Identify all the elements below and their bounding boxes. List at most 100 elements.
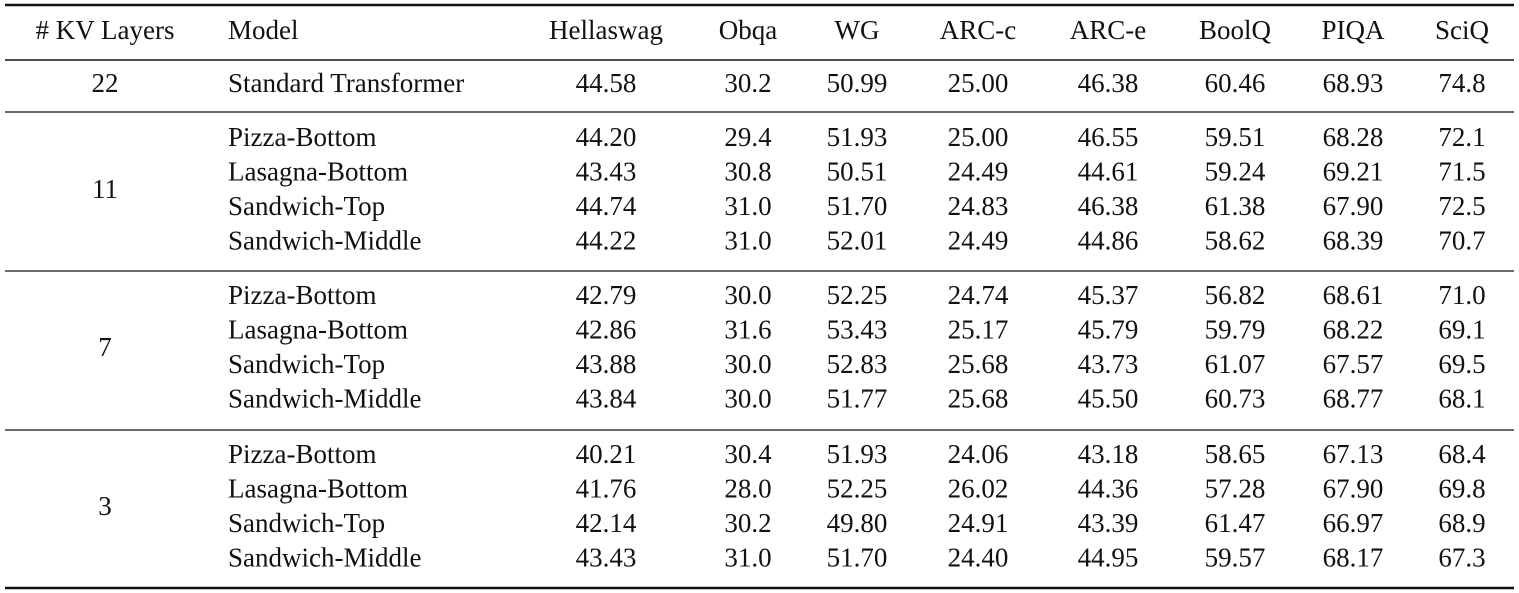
score-cell: 69.1 [1438,315,1485,345]
score-cell: 42.79 [576,280,637,310]
score-cell: 67.57 [1323,349,1384,379]
score-cell: 43.43 [576,157,637,187]
score-cell: 61.38 [1205,191,1266,221]
kv-layers-cell: 22 [92,68,119,98]
score-cell: 24.83 [948,191,1009,221]
score-cell: 52.01 [827,226,888,256]
score-cell: 30.8 [724,157,771,187]
model-cell: Sandwich-Middle [228,226,421,256]
score-cell: 28.0 [724,474,771,504]
score-cell: 51.93 [827,439,888,469]
score-cell: 42.14 [576,508,637,538]
kv-layers-cell: 3 [98,491,112,521]
column-header: ARC-c [940,15,1017,45]
score-cell: 67.90 [1323,474,1384,504]
score-cell: 24.49 [948,226,1009,256]
score-cell: 74.8 [1438,68,1485,98]
score-cell: 68.17 [1323,543,1384,573]
model-cell: Lasagna-Bottom [228,315,408,345]
score-cell: 31.6 [724,315,771,345]
column-header: Obqa [719,15,777,45]
score-cell: 30.2 [724,508,771,538]
score-cell: 59.79 [1205,315,1266,345]
score-cell: 50.99 [827,68,888,98]
score-cell: 61.47 [1205,508,1266,538]
score-cell: 44.95 [1078,543,1139,573]
score-cell: 68.39 [1323,226,1384,256]
score-cell: 43.84 [576,384,637,414]
score-cell: 71.0 [1438,280,1485,310]
score-cell: 24.06 [948,439,1009,469]
score-cell: 44.61 [1078,157,1139,187]
model-cell: Sandwich-Middle [228,384,421,414]
kv-layers-cell: 11 [92,174,118,204]
score-cell: 68.22 [1323,315,1384,345]
score-cell: 25.68 [948,349,1009,379]
column-header: Hellaswag [549,15,663,45]
score-cell: 68.61 [1323,280,1384,310]
score-cell: 69.21 [1323,157,1384,187]
model-cell: Pizza-Bottom [228,280,376,310]
model-cell: Lasagna-Bottom [228,474,408,504]
score-cell: 24.74 [948,280,1009,310]
score-cell: 70.7 [1438,226,1485,256]
score-cell: 30.2 [724,68,771,98]
score-cell: 45.37 [1078,280,1139,310]
score-cell: 51.93 [827,122,888,152]
score-cell: 30.0 [724,384,771,414]
score-cell: 45.79 [1078,315,1139,345]
score-cell: 51.70 [827,191,888,221]
column-header: WG [835,15,880,45]
model-cell: Sandwich-Top [228,508,385,538]
score-cell: 56.82 [1205,280,1266,310]
score-cell: 67.3 [1438,543,1485,573]
score-cell: 25.17 [948,315,1009,345]
score-cell: 67.13 [1323,439,1384,469]
score-cell: 43.18 [1078,439,1139,469]
score-cell: 41.76 [576,474,637,504]
column-header: Model [228,15,299,45]
score-cell: 24.49 [948,157,1009,187]
score-cell: 60.73 [1205,384,1266,414]
score-cell: 59.51 [1205,122,1266,152]
score-cell: 60.46 [1205,68,1266,98]
column-header: PIQA [1321,15,1385,45]
score-cell: 51.77 [827,384,888,414]
score-cell: 51.70 [827,543,888,573]
score-cell: 68.77 [1323,384,1384,414]
score-cell: 43.73 [1078,349,1139,379]
score-cell: 46.38 [1078,68,1139,98]
score-cell: 68.9 [1438,508,1485,538]
score-cell: 61.07 [1205,349,1266,379]
score-cell: 68.4 [1438,439,1486,469]
score-cell: 68.28 [1323,122,1384,152]
score-cell: 67.90 [1323,191,1384,221]
score-cell: 42.86 [576,315,637,345]
column-header: SciQ [1435,15,1490,45]
model-cell: Sandwich-Top [228,349,385,379]
score-cell: 71.5 [1438,157,1485,187]
score-cell: 52.83 [827,349,888,379]
model-cell: Sandwich-Middle [228,543,421,573]
score-cell: 25.00 [948,68,1009,98]
score-cell: 30.0 [724,280,771,310]
score-cell: 25.00 [948,122,1009,152]
score-cell: 43.88 [576,349,637,379]
score-cell: 72.5 [1438,191,1485,221]
score-cell: 66.97 [1323,508,1384,538]
score-cell: 53.43 [827,315,888,345]
score-cell: 59.24 [1205,157,1266,187]
score-cell: 44.86 [1078,226,1139,256]
model-cell: Lasagna-Bottom [228,157,408,187]
model-cell: Pizza-Bottom [228,122,376,152]
score-cell: 45.50 [1078,384,1139,414]
score-cell: 68.1 [1438,384,1485,414]
model-cell: Standard Transformer [228,68,464,98]
kv-layers-cell: 7 [98,332,112,362]
column-header: # KV Layers [36,15,175,45]
column-header: ARC-e [1070,15,1147,45]
score-cell: 52.25 [827,280,888,310]
model-cell: Pizza-Bottom [228,439,376,469]
score-cell: 69.8 [1438,474,1485,504]
